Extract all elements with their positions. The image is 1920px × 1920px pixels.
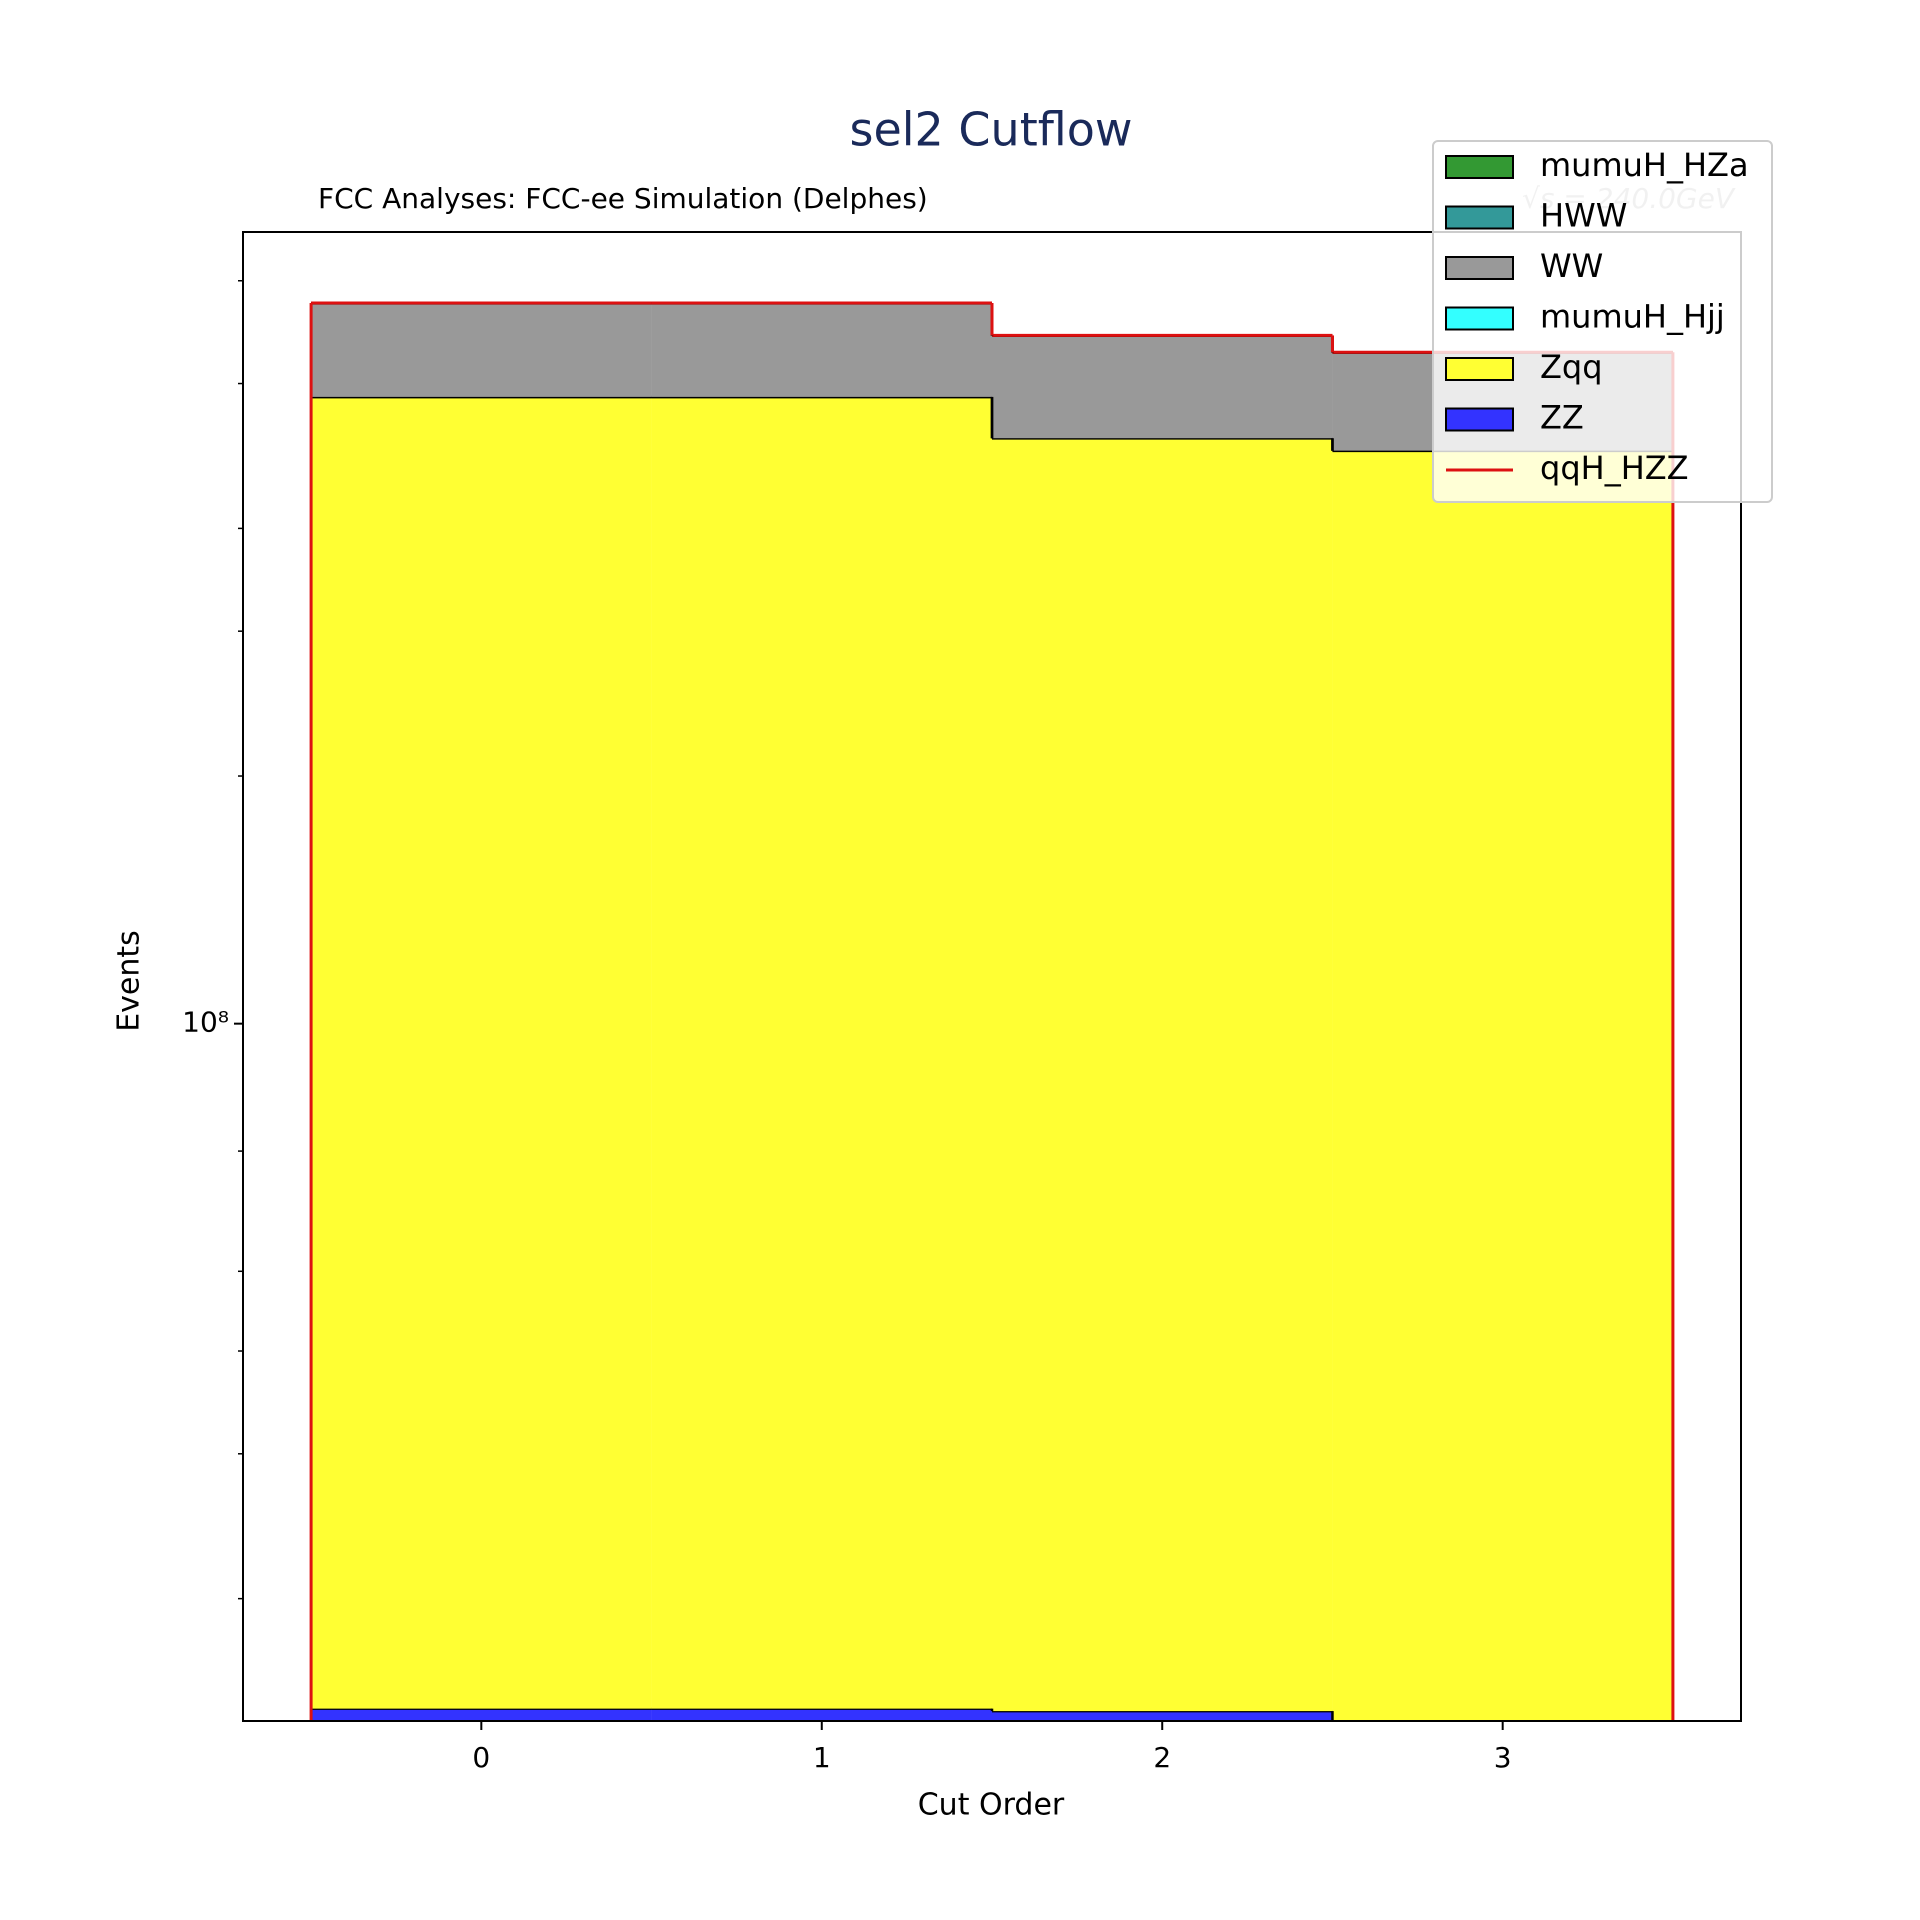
axes-frame (242, 231, 1742, 1722)
legend-swatch (1445, 407, 1514, 432)
legend: mumuH_HZa HWW WW mumuH_Hjj Zqq ZZ qqH_HZZ (1432, 140, 1773, 503)
legend-label: mumuH_HZa (1540, 146, 1749, 184)
legend-swatch (1445, 155, 1514, 179)
legend-label: ZZ (1540, 399, 1584, 437)
histogram-bar (1332, 450, 1673, 1721)
histogram-bar (992, 335, 1333, 439)
histogram-bar (311, 303, 652, 397)
legend-label: Zqq (1540, 348, 1603, 386)
histogram-bar (992, 438, 1333, 1712)
plot-area (309, 301, 1675, 1721)
legend-label: mumuH_Hjj (1540, 298, 1725, 336)
y-tick-label: 10⁸ (182, 1006, 229, 1039)
legend-label: HWW (1540, 197, 1627, 235)
legend-swatch (1445, 256, 1514, 280)
histogram-bar (311, 1708, 652, 1721)
x-axis-label: Cut Order (918, 1788, 1065, 1823)
legend-label: qqH_HZZ (1540, 449, 1689, 487)
legend-swatch (1445, 357, 1514, 381)
y-axis-label: Events (112, 930, 147, 1032)
histogram-bar (651, 397, 992, 1709)
histogram-bar (651, 303, 992, 397)
x-tick-label: 0 (472, 1741, 490, 1774)
legend-label: WW (1540, 247, 1603, 285)
chart-title: sel2 Cutflow (850, 103, 1133, 157)
chart-subtitle: FCC Analyses: FCC-ee Simulation (Delphes… (318, 182, 928, 215)
histogram-bar (651, 1708, 992, 1721)
legend-swatch (1445, 205, 1514, 230)
histogram-bar (992, 1711, 1333, 1721)
histogram-bar (311, 397, 652, 1709)
x-tick-label: 2 (1153, 1741, 1171, 1774)
axes: 0 1 2 3 10⁸ (182, 280, 1512, 1774)
x-tick-label: 3 (1494, 1741, 1512, 1774)
legend-box (1432, 140, 1773, 503)
legend-swatch (1445, 306, 1514, 331)
x-tick-label: 1 (813, 1741, 831, 1774)
